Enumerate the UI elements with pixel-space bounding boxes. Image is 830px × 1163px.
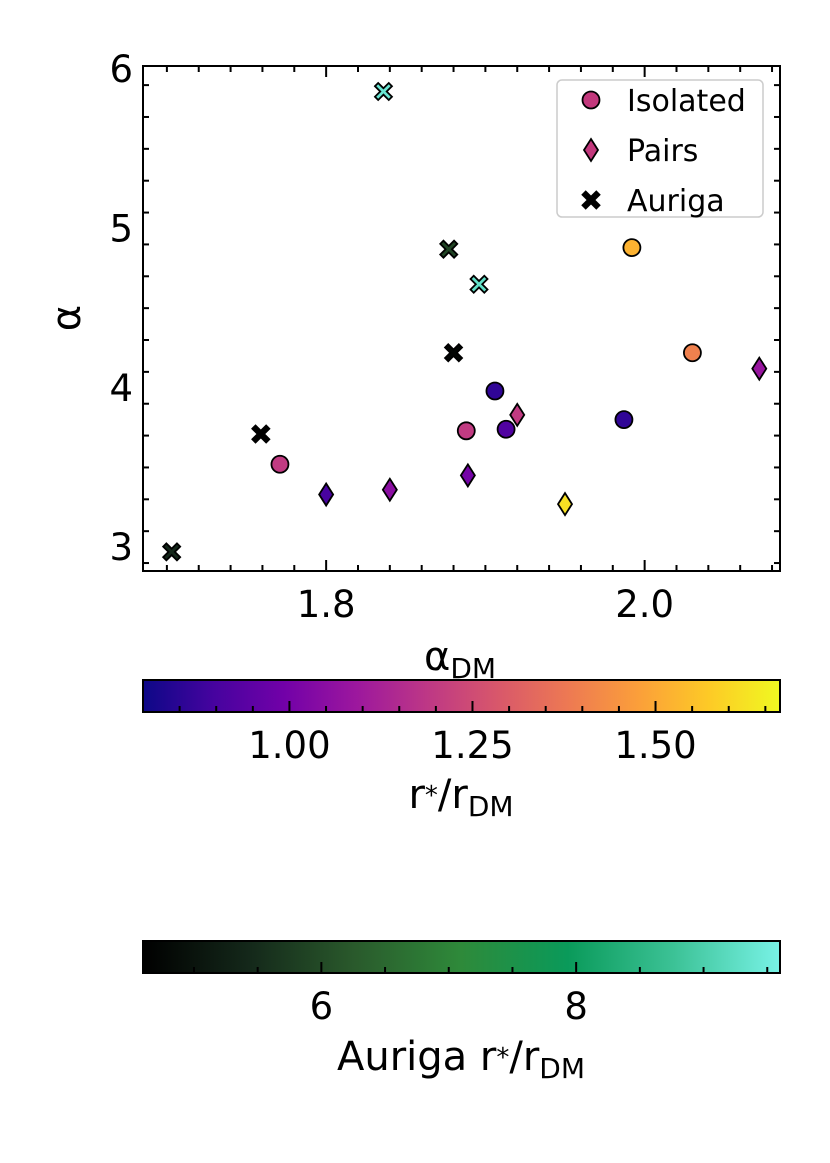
x-axis-title: αDM bbox=[424, 634, 496, 685]
isolated-point bbox=[622, 238, 642, 258]
x-axis-ticks: 1.8 2.0 bbox=[165, 66, 774, 626]
colorbar-tick-label: 1.50 bbox=[614, 724, 696, 767]
colorbar-r-ratio-gradient bbox=[142, 679, 781, 713]
auriga-point bbox=[438, 239, 459, 259]
legend-label-auriga: Auriga bbox=[627, 184, 725, 219]
x-tick-label: 2.0 bbox=[615, 583, 674, 626]
auriga-point bbox=[469, 274, 489, 295]
colorbar-auriga-label: Auriga r*/rDM bbox=[337, 1034, 585, 1085]
isolated-point bbox=[270, 454, 290, 474]
auriga-point bbox=[443, 342, 464, 363]
pairs-point bbox=[381, 477, 398, 503]
colorbar-r-ratio-label: r*/rDM bbox=[408, 772, 513, 823]
legend-marker-isolated bbox=[581, 90, 601, 110]
x-axis-title-main: α bbox=[424, 634, 450, 680]
auriga-point bbox=[373, 81, 394, 102]
colorbar-r-ratio: 1.00 1.25 1.50 r*/rDM bbox=[142, 679, 781, 823]
auriga-point bbox=[251, 424, 271, 444]
plot-frame bbox=[142, 65, 781, 572]
y-axis-title: α bbox=[44, 305, 90, 331]
legend-marker-pairs bbox=[582, 137, 600, 163]
colorbar-r-ratio-ticks: 1.00 1.25 1.50 bbox=[142, 701, 767, 767]
pairs-point bbox=[509, 402, 526, 428]
data-points bbox=[161, 81, 768, 562]
scatter-plot: 1.8 2.0 3 4 5 6 αDM α Isolated Pairs Auriga bbox=[44, 48, 781, 685]
y-tick-label: 3 bbox=[109, 526, 133, 569]
pairs-point bbox=[318, 481, 335, 508]
legend-label-isolated: Isolated bbox=[627, 84, 746, 119]
legend-box bbox=[556, 79, 764, 218]
y-tick-label: 6 bbox=[109, 48, 133, 91]
pairs-point bbox=[556, 491, 574, 517]
colorbar-auriga-gradient bbox=[142, 940, 781, 974]
isolated-point bbox=[496, 419, 516, 439]
legend-marker-auriga bbox=[581, 190, 601, 210]
colorbar-tick-label: 1.00 bbox=[248, 724, 330, 767]
legend-label-pairs: Pairs bbox=[627, 134, 698, 169]
colorbar-tick-label: 6 bbox=[310, 985, 334, 1028]
isolated-point bbox=[456, 421, 476, 441]
colorbar-tick-label: 8 bbox=[564, 985, 588, 1028]
isolated-point bbox=[614, 410, 634, 430]
y-tick-label: 4 bbox=[109, 367, 133, 410]
legend: Isolated Pairs Auriga bbox=[556, 79, 764, 219]
y-tick-label: 5 bbox=[109, 207, 133, 250]
x-tick-label: 1.8 bbox=[297, 583, 356, 626]
isolated-point bbox=[485, 381, 505, 401]
isolated-point bbox=[683, 343, 702, 363]
colorbar-tick-label: 1.25 bbox=[431, 724, 513, 767]
pairs-point bbox=[751, 356, 768, 382]
auriga-point bbox=[161, 542, 182, 562]
y-axis-ticks: 3 4 5 6 bbox=[109, 48, 780, 569]
pairs-point bbox=[459, 462, 476, 489]
